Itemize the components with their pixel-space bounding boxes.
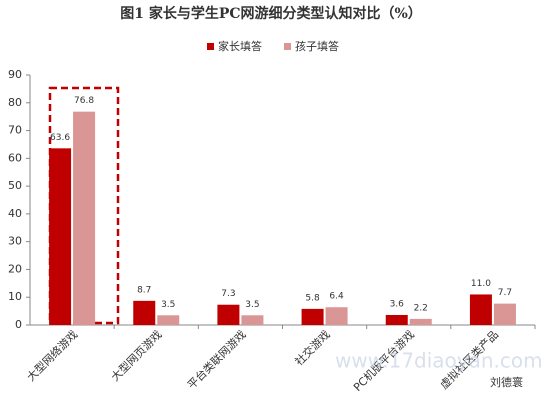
value-label: 11.0 xyxy=(471,279,491,289)
x-tick-label: 大型网络游戏 xyxy=(24,327,81,384)
legend-swatch xyxy=(284,43,291,50)
value-label: 8.7 xyxy=(137,285,151,295)
y-tick-label: 20 xyxy=(8,262,22,275)
bar xyxy=(133,300,156,325)
y-tick-label: 80 xyxy=(8,96,22,109)
value-label: 63.6 xyxy=(50,133,70,143)
bar xyxy=(469,294,492,325)
watermark: www.17diaoyan.com xyxy=(335,349,543,373)
value-label: 3.6 xyxy=(390,300,405,310)
bar xyxy=(301,308,324,325)
legend-swatch xyxy=(207,43,214,50)
y-tick-label: 40 xyxy=(8,207,22,220)
bar xyxy=(73,111,96,326)
y-tick-label: 60 xyxy=(8,151,22,164)
bar xyxy=(241,315,264,325)
x-tick-label: 社交游戏 xyxy=(292,327,333,368)
y-tick-label: 50 xyxy=(8,179,22,192)
value-label: 3.5 xyxy=(245,300,259,310)
y-tick-label: 30 xyxy=(8,235,22,248)
x-tick-label: 大型网页游戏 xyxy=(108,327,165,384)
y-tick-label: 0 xyxy=(15,318,22,331)
legend-label: 家长填答 xyxy=(218,39,262,53)
bar xyxy=(385,315,408,325)
y-tick-label: 90 xyxy=(8,68,22,81)
value-label: 6.4 xyxy=(329,292,344,302)
bar xyxy=(49,148,72,325)
x-tick-label: 平台类联网游戏 xyxy=(184,327,248,391)
value-label: 3.5 xyxy=(161,300,175,310)
watermark: 刘德寰 xyxy=(490,375,523,389)
chart-title: 图1 家长与学生PC网游细分类型认知对比（%） xyxy=(120,5,422,22)
value-label: 7.7 xyxy=(498,288,512,298)
bar xyxy=(493,303,516,325)
value-label: 7.3 xyxy=(221,289,235,299)
value-label: 5.8 xyxy=(305,293,320,303)
bar xyxy=(157,315,180,325)
y-tick-label: 10 xyxy=(8,290,22,303)
value-label: 76.8 xyxy=(74,96,94,106)
bar xyxy=(325,307,348,325)
bar xyxy=(409,318,432,325)
y-tick-label: 70 xyxy=(8,124,22,137)
legend-label: 孩子填答 xyxy=(295,39,339,53)
bar xyxy=(217,304,240,325)
value-label: 2.2 xyxy=(414,303,428,313)
